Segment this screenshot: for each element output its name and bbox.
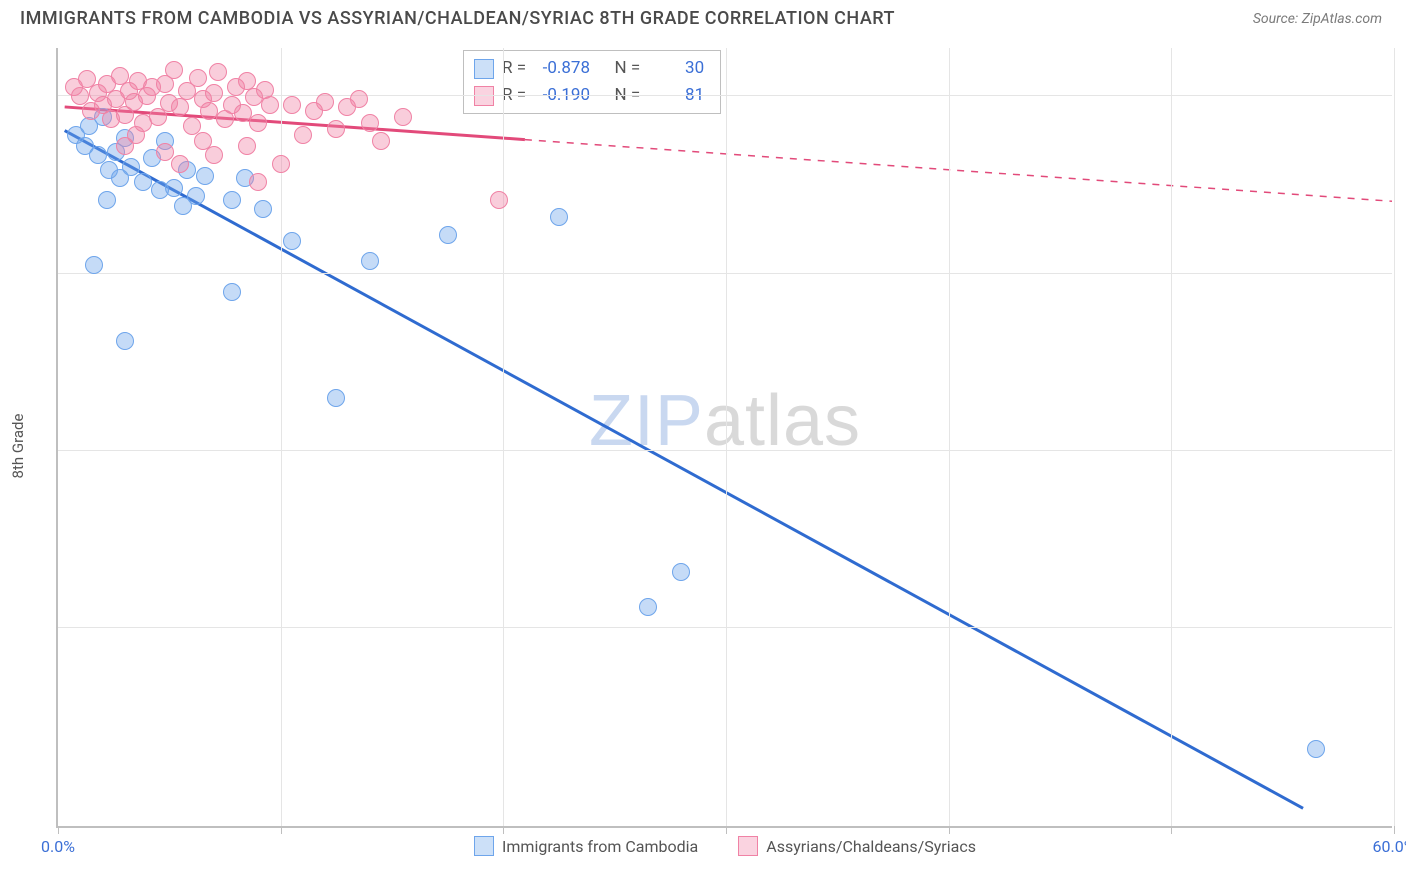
- gridline-v: [1171, 48, 1172, 826]
- data-point-a: [254, 200, 272, 218]
- data-point-b: [372, 132, 390, 150]
- data-point-b: [171, 155, 189, 173]
- data-point-b: [327, 120, 345, 138]
- data-point-b: [165, 61, 183, 79]
- data-point-b: [283, 96, 301, 114]
- data-point-a: [111, 169, 129, 187]
- stats-row-a: R = -0.878 N = 30: [474, 55, 704, 82]
- plot-area: ZIPatlas R = -0.878 N = 30 R = -0.190 N …: [56, 48, 1392, 828]
- data-point-b: [205, 146, 223, 164]
- data-point-a: [1307, 740, 1325, 758]
- data-point-a: [85, 256, 103, 274]
- swatch-series-b-icon: [738, 836, 758, 856]
- stat-n-a: 30: [648, 55, 704, 82]
- stat-label-n: N =: [614, 55, 640, 82]
- x-tick: [1171, 826, 1172, 834]
- x-tick-label: 60.0%: [1373, 837, 1406, 856]
- x-tick: [949, 826, 950, 834]
- data-point-a: [639, 598, 657, 616]
- data-point-a: [134, 173, 152, 191]
- data-point-a: [361, 252, 379, 270]
- data-point-b: [189, 69, 207, 87]
- x-tick: [1394, 826, 1395, 834]
- data-point-b: [171, 98, 189, 116]
- data-point-a: [439, 226, 457, 244]
- data-point-b: [249, 173, 267, 191]
- legend: Immigrants from Cambodia Assyrians/Chald…: [58, 836, 1392, 856]
- data-point-a: [327, 389, 345, 407]
- data-point-a: [223, 191, 241, 209]
- y-axis-label: 8th Grade: [9, 414, 27, 479]
- data-point-b: [394, 108, 412, 126]
- data-point-b: [272, 155, 290, 173]
- x-tick: [503, 826, 504, 834]
- data-point-b: [205, 84, 223, 102]
- data-point-b: [209, 63, 227, 81]
- stat-label-r: R =: [502, 55, 526, 82]
- x-tick: [281, 826, 282, 834]
- data-point-b: [350, 90, 368, 108]
- swatch-series-a: [474, 59, 494, 79]
- trend-line-dash-b: [525, 140, 1392, 202]
- data-point-a: [165, 179, 183, 197]
- data-point-b: [490, 191, 508, 209]
- legend-label-b: Assyrians/Chaldeans/Syriacs: [766, 837, 976, 856]
- data-point-a: [196, 167, 214, 185]
- data-point-b: [294, 126, 312, 144]
- gridline-h: [58, 273, 1392, 274]
- gridline-v: [1394, 48, 1395, 826]
- data-point-a: [550, 208, 568, 226]
- data-point-a: [283, 232, 301, 250]
- x-tick: [58, 826, 59, 834]
- data-point-b: [316, 93, 334, 111]
- gridline-h: [58, 627, 1392, 628]
- chart-source: Source: ZipAtlas.com: [1253, 11, 1382, 27]
- data-point-a: [223, 283, 241, 301]
- legend-label-a: Immigrants from Cambodia: [502, 837, 698, 856]
- data-point-a: [672, 563, 690, 581]
- data-point-b: [261, 96, 279, 114]
- gridline-v: [726, 48, 727, 826]
- data-point-a: [98, 191, 116, 209]
- legend-item-b: Assyrians/Chaldeans/Syriacs: [738, 836, 976, 856]
- chart-title: IMMIGRANTS FROM CAMBODIA VS ASSYRIAN/CHA…: [20, 8, 895, 29]
- data-point-b: [127, 126, 145, 144]
- gridline-v: [503, 48, 504, 826]
- gridline-v: [949, 48, 950, 826]
- x-tick-label: 0.0%: [41, 837, 75, 856]
- stat-r-a: -0.878: [534, 55, 590, 82]
- gridline-h: [58, 450, 1392, 451]
- data-point-a: [116, 332, 134, 350]
- data-point-b: [238, 137, 256, 155]
- legend-item-a: Immigrants from Cambodia: [474, 836, 698, 856]
- x-tick: [726, 826, 727, 834]
- trend-line-solid-a: [65, 131, 1303, 809]
- swatch-series-a-icon: [474, 836, 494, 856]
- data-point-b: [156, 143, 174, 161]
- data-point-a: [187, 187, 205, 205]
- data-point-b: [361, 114, 379, 132]
- stats-box: R = -0.878 N = 30 R = -0.190 N = 81: [463, 50, 721, 114]
- data-point-b: [249, 114, 267, 132]
